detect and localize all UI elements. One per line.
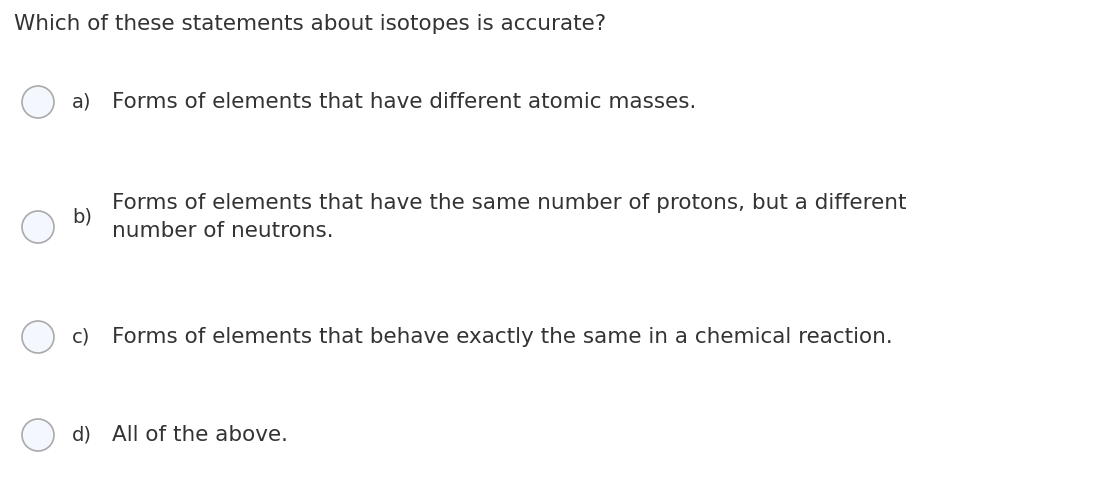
Text: c): c) [72,328,91,346]
Circle shape [22,86,54,118]
Text: All of the above.: All of the above. [112,425,288,445]
Text: Forms of elements that have the same number of protons, but a different
number o: Forms of elements that have the same num… [112,193,907,241]
Text: Which of these statements about isotopes is accurate?: Which of these statements about isotopes… [14,14,606,34]
Text: Forms of elements that have different atomic masses.: Forms of elements that have different at… [112,92,697,112]
Circle shape [22,419,54,451]
Text: b): b) [72,208,92,226]
Text: a): a) [72,92,92,112]
Circle shape [22,321,54,353]
Text: d): d) [72,426,92,444]
Text: Forms of elements that behave exactly the same in a chemical reaction.: Forms of elements that behave exactly th… [112,327,893,347]
Circle shape [22,211,54,243]
